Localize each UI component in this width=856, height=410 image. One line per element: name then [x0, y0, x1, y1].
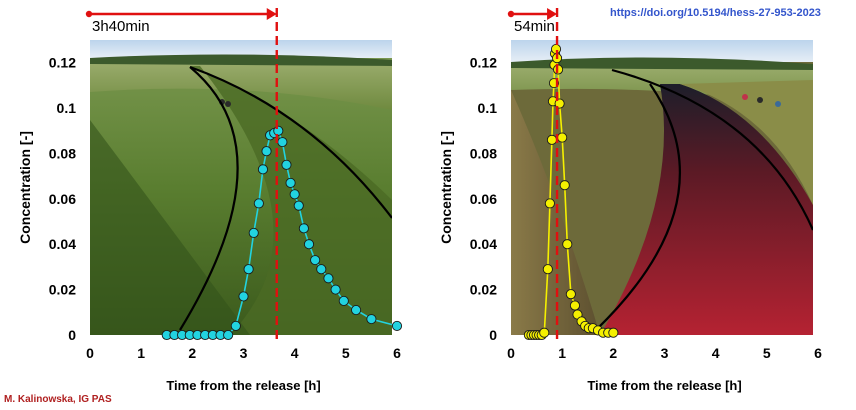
x-tick-label: 3	[661, 345, 669, 361]
doi-link[interactable]: https://doi.org/10.5194/hess-27-953-2023	[610, 7, 821, 19]
time-arrow-origin	[507, 10, 515, 18]
x-tick-label: 6	[393, 345, 401, 361]
y-tick-label: 0.08	[470, 145, 497, 161]
data-point	[366, 314, 377, 325]
data-point	[323, 273, 334, 284]
y-tick-label: 0.04	[470, 236, 497, 252]
data-point	[289, 189, 300, 200]
x-tick-label: 2	[188, 345, 196, 361]
data-point	[544, 198, 555, 209]
y-tick-label: 0.1	[57, 100, 77, 116]
data-point	[277, 137, 288, 148]
time-arrow-origin	[85, 10, 93, 18]
left-envelope-curves	[179, 65, 392, 331]
data-point	[243, 264, 254, 275]
x-tick-label: 1	[137, 345, 145, 361]
data-point	[559, 180, 570, 191]
data-point	[554, 98, 565, 109]
y-tick-label: 0.12	[49, 55, 76, 71]
data-point	[542, 264, 553, 275]
data-point	[238, 291, 249, 302]
data-point	[257, 164, 268, 175]
left-photo	[90, 40, 392, 335]
data-point	[569, 300, 581, 311]
data-point	[608, 327, 619, 338]
time-arrow-head	[266, 8, 277, 20]
data-point	[303, 239, 315, 250]
credit-text: M. Kalinowska, IG PAS	[4, 394, 112, 405]
time-arrow-head	[547, 8, 558, 20]
data-point	[223, 329, 234, 341]
chart-right: 0 0.02 0.04 0.06 0.08 0.1 0.12 0 1 2 3 4 5 6 Time from…	[438, 8, 822, 393]
right-photo	[511, 40, 813, 335]
data-point	[281, 159, 292, 170]
y-tick-label: 0	[489, 327, 497, 343]
time-annotation-label: 54min	[514, 18, 555, 35]
x-axis-label: Time from the release [h]	[587, 378, 741, 393]
data-point	[557, 132, 568, 143]
data-point	[285, 177, 296, 189]
data-point	[293, 200, 304, 211]
x-tick-label: 5	[763, 345, 771, 361]
x-tick-label: 3	[240, 345, 248, 361]
y-tick-label: 0.04	[49, 236, 76, 252]
data-point	[298, 223, 309, 234]
y-axis-label: Concentration [-]	[17, 131, 33, 244]
y-tick-label: 0.1	[478, 100, 498, 116]
y-tick-label: 0.06	[470, 191, 497, 207]
data-point	[316, 264, 327, 275]
x-tick-label: 5	[342, 345, 350, 361]
data-point	[273, 125, 284, 136]
y-tick-label: 0	[68, 327, 76, 343]
data-point	[546, 134, 557, 145]
y-axis-label: Concentration [-]	[438, 131, 454, 244]
data-point	[230, 320, 241, 331]
data-point	[565, 289, 576, 300]
time-annotation-label: 3h40min	[92, 18, 150, 35]
data-point	[330, 284, 341, 295]
x-tick-label: 0	[86, 345, 94, 361]
data-point	[338, 295, 349, 307]
x-tick-label: 6	[814, 345, 822, 361]
data-point	[351, 304, 362, 316]
data-point	[310, 255, 321, 266]
y-tick-label: 0.02	[49, 282, 76, 298]
x-tick-label: 4	[291, 345, 299, 361]
data-point	[562, 239, 573, 250]
y-tick-label: 0.02	[470, 282, 497, 298]
data-point	[248, 227, 259, 238]
y-tick-label: 0.12	[470, 55, 497, 71]
x-tick-label: 4	[712, 345, 720, 361]
data-point	[539, 327, 550, 338]
data-point	[261, 146, 272, 157]
x-axis-label: Time from the release [h]	[166, 378, 320, 393]
right-envelope-curves	[595, 68, 813, 331]
chart-left: 0 0.02 0.04 0.06 0.08 0.1 0.12 0 1 2 3 4 5 6 Time from…	[17, 8, 403, 393]
data-point	[253, 198, 264, 209]
y-tick-label: 0.06	[49, 191, 76, 207]
x-tick-label: 2	[609, 345, 617, 361]
x-tick-label: 0	[507, 345, 515, 361]
x-tick-label: 1	[558, 345, 566, 361]
y-tick-label: 0.08	[49, 145, 76, 161]
data-point	[391, 320, 403, 331]
